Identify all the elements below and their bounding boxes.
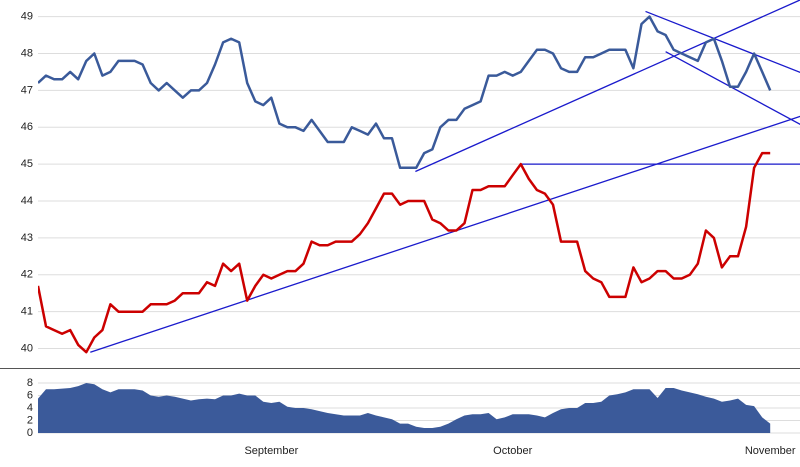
- trend-line: [665, 51, 800, 125]
- y-tick-label: 40: [21, 342, 33, 354]
- y-tick-label: 49: [21, 11, 33, 23]
- x-tick-label: November: [745, 445, 796, 457]
- trend-line: [90, 115, 800, 353]
- plot-area: [38, 0, 800, 354]
- y-tick-label: 0: [27, 427, 33, 439]
- x-tick-label: September: [244, 445, 298, 457]
- trend-line: [415, 0, 800, 173]
- y-tick-label: 4: [27, 402, 33, 414]
- trend-line: [645, 10, 800, 74]
- series-line: [38, 151, 771, 354]
- y-tick-label: 47: [21, 84, 33, 96]
- volume-area: [38, 383, 771, 433]
- y-tick-label: 2: [27, 414, 33, 426]
- y-tick-label: 42: [21, 269, 33, 281]
- x-tick-label: October: [493, 445, 532, 457]
- y-tick-label: 6: [27, 389, 33, 401]
- y-tick-label: 8: [27, 377, 33, 389]
- y-tick-label: 45: [21, 158, 33, 170]
- y-tick-label: 44: [21, 195, 33, 207]
- y-tick-label: 48: [21, 47, 33, 59]
- y-tick-label: 46: [21, 121, 33, 133]
- series-line: [38, 15, 772, 170]
- y-tick-label: 41: [21, 306, 33, 318]
- y-tick-label: 43: [21, 232, 33, 244]
